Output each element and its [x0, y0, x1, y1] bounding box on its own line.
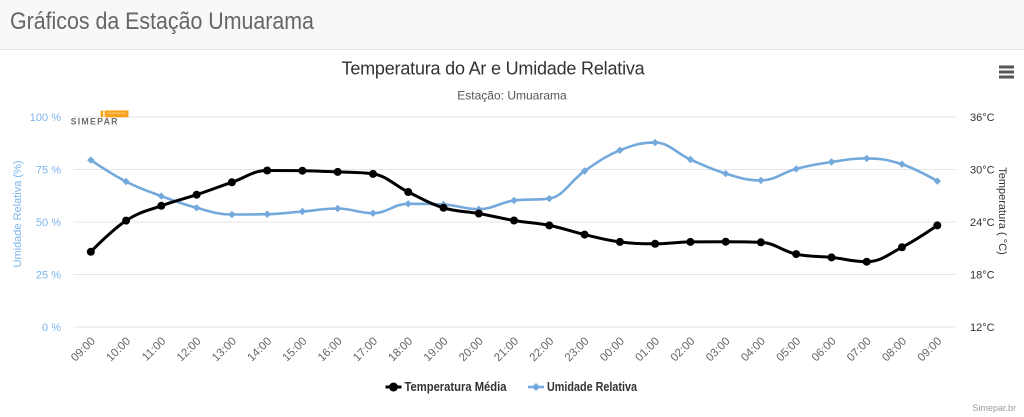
svg-text:36°C: 36°C — [970, 112, 995, 124]
svg-text:Temperatura Média: Temperatura Média — [405, 380, 508, 394]
svg-text:30°C: 30°C — [970, 165, 995, 177]
svg-text:100 %: 100 % — [30, 112, 61, 124]
svg-text:18°C: 18°C — [970, 270, 995, 282]
svg-text:Umidade Relativa: Umidade Relativa — [547, 380, 638, 394]
svg-text:75 %: 75 % — [36, 165, 61, 177]
svg-text:SIMEPAR: SIMEPAR — [71, 117, 119, 127]
svg-text:24°C: 24°C — [970, 217, 995, 229]
svg-text:12°C: 12°C — [970, 322, 995, 334]
svg-text:Temperatura do Ar e Umidade Re: Temperatura do Ar e Umidade Relativa — [342, 59, 646, 79]
svg-text:0 %: 0 % — [42, 322, 61, 334]
svg-text:Estação: Umuarama: Estação: Umuarama — [457, 89, 567, 103]
svg-text:50 %: 50 % — [36, 217, 61, 229]
svg-text:Umidade Relativa (%): Umidade Relativa (%) — [12, 161, 24, 268]
svg-text:Simepar.br: Simepar.br — [972, 403, 1016, 413]
svg-text:Temperatura ( °C): Temperatura ( °C) — [996, 167, 1008, 255]
svg-text:25 %: 25 % — [36, 270, 61, 282]
